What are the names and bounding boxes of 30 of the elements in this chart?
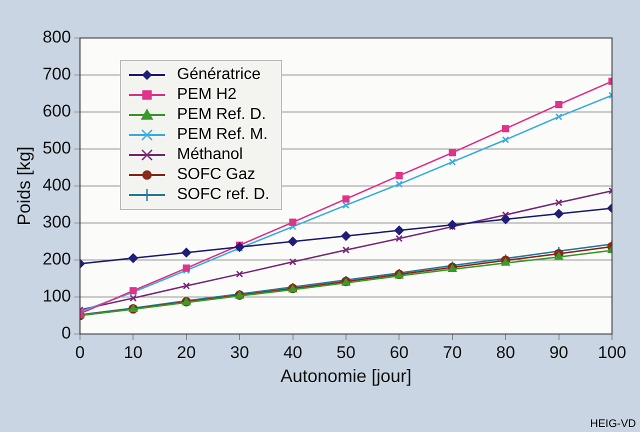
x-tick-label: 70 xyxy=(442,342,462,362)
y-tick-label: 400 xyxy=(42,176,71,195)
y-tick-label: 300 xyxy=(42,212,71,232)
x-tick-label: 40 xyxy=(283,342,302,362)
x-tick-label: 50 xyxy=(336,342,356,362)
x-tick-label: 80 xyxy=(496,342,516,362)
y-tick-label: 500 xyxy=(42,138,71,158)
y-tick-label: 600 xyxy=(42,102,71,121)
y-tick-label: 200 xyxy=(42,250,71,269)
x-tick-label: 10 xyxy=(124,342,143,362)
x-tick-label: 100 xyxy=(598,342,626,362)
y-tick-label: 800 xyxy=(42,28,71,47)
y-tick-label: 0 xyxy=(61,324,71,343)
text: HEIG-VD xyxy=(590,418,636,430)
legend-label: PEM Ref. M. xyxy=(177,125,268,145)
x-tick-label: 90 xyxy=(549,342,568,362)
legend-label: PEM Ref. D. xyxy=(177,105,266,125)
x-tick-label: 30 xyxy=(230,342,250,362)
y-axis-title: Poids [kg] xyxy=(14,146,34,226)
y-tick-label: 700 xyxy=(42,64,71,84)
legend-label: PEM H2 xyxy=(177,85,237,105)
legend-label: Génératrice xyxy=(177,65,261,85)
x-tick-label: 60 xyxy=(390,342,409,362)
x-axis-title: Autonomie [jour] xyxy=(280,366,412,386)
y-tick-label: 100 xyxy=(42,286,71,306)
legend-label: SOFC Gaz xyxy=(177,165,256,185)
x-tick-label: 0 xyxy=(75,342,85,362)
x-tick-label: 20 xyxy=(176,342,196,362)
legend-label: SOFC ref. D. xyxy=(177,185,270,205)
legend-label: Méthanol xyxy=(177,145,243,165)
